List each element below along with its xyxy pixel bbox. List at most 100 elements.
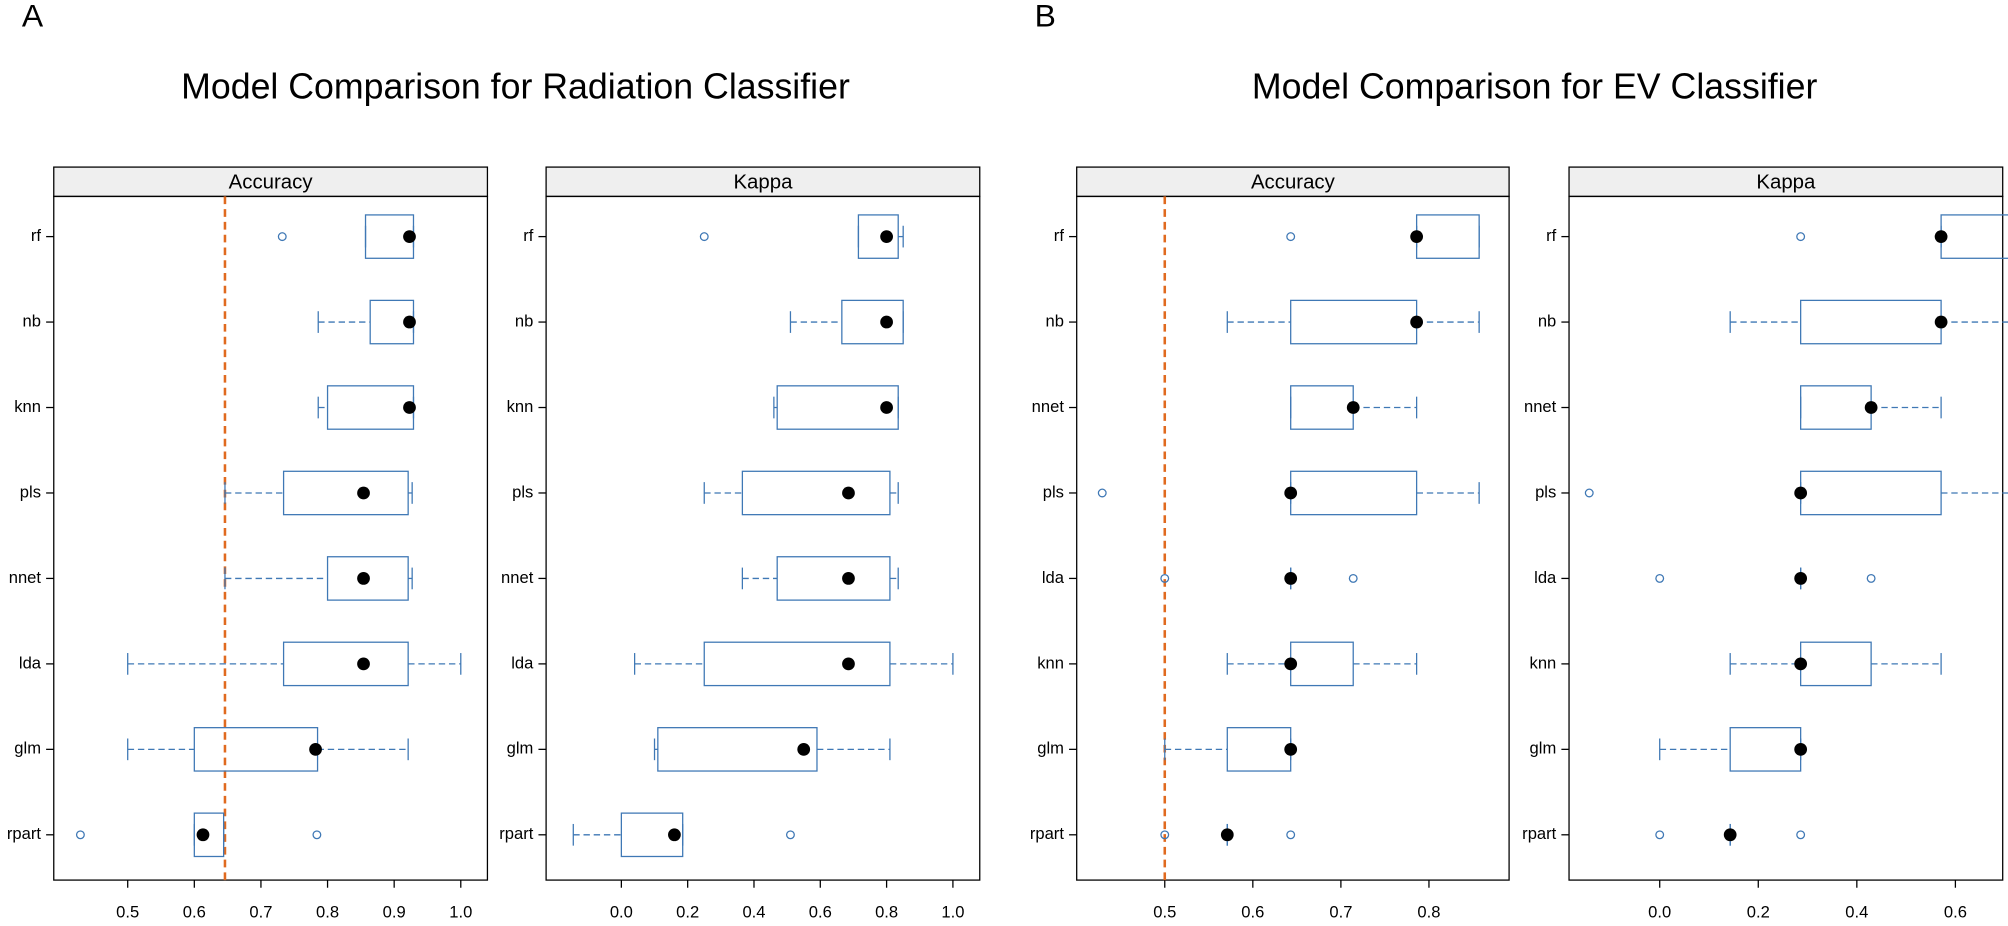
y-tick-label: pls <box>1043 482 1064 501</box>
box <box>776 556 891 601</box>
median <box>196 828 210 842</box>
median <box>1220 828 1234 842</box>
y-tick-label: glm <box>1530 739 1557 758</box>
y-tick-label: nnet <box>9 568 42 587</box>
median <box>1794 657 1808 671</box>
y-tick-label: nnet <box>501 568 534 587</box>
median <box>1723 828 1737 842</box>
y-tick-label: nnet <box>1524 397 1557 416</box>
y-tick-label: nnet <box>1032 397 1065 416</box>
median <box>309 742 322 756</box>
x-tick-label: 0.2 <box>676 903 699 922</box>
median <box>1410 230 1424 243</box>
box <box>776 385 899 430</box>
median <box>1794 742 1808 756</box>
strip <box>1568 166 2004 198</box>
x-tick-label: 0.4 <box>742 903 765 922</box>
median <box>797 742 811 756</box>
median <box>880 230 893 243</box>
y-tick-label: nb <box>1538 311 1556 330</box>
y-tick-label: rf <box>523 226 534 245</box>
outlier <box>1097 488 1107 498</box>
y-tick-label: nb <box>23 311 41 330</box>
box <box>703 641 891 687</box>
y-tick-label: lda <box>1042 568 1065 587</box>
outlier <box>699 232 709 242</box>
box <box>282 641 409 687</box>
y-tick-label: knn <box>507 397 534 416</box>
median <box>842 486 855 500</box>
x-tick-label: 0.0 <box>1648 903 1671 922</box>
x-tick-label: 0.6 <box>809 903 832 922</box>
x-tick-label: 0.6 <box>1944 903 1967 922</box>
x-tick-label: 0.5 <box>1153 903 1176 922</box>
median <box>357 657 370 671</box>
panel-label: B <box>1035 0 1056 33</box>
y-tick-label: rpart <box>1522 824 1556 843</box>
y-tick-label: pls <box>512 482 533 501</box>
strip-title: Kappa <box>733 171 793 193</box>
outlier <box>1796 830 1806 840</box>
median <box>842 657 855 671</box>
outlier <box>785 830 795 840</box>
strip <box>545 166 981 198</box>
strip <box>53 166 489 198</box>
median <box>1410 315 1424 329</box>
median <box>1864 401 1878 414</box>
median <box>1284 657 1298 671</box>
y-tick-label: rpart <box>7 824 41 843</box>
box <box>857 214 899 259</box>
strip-title: Kappa <box>1756 171 1816 193</box>
median <box>1934 315 1948 329</box>
background <box>4 0 2004 926</box>
y-tick-label: glm <box>14 739 41 758</box>
y-tick-label: knn <box>1037 653 1064 672</box>
y-tick-label: knn <box>14 397 41 416</box>
median <box>1284 572 1298 585</box>
y-tick-label: rf <box>1054 226 1065 245</box>
y-tick-label: rf <box>1546 226 1557 245</box>
outlier <box>75 830 85 840</box>
box <box>620 812 684 858</box>
x-tick-label: 0.6 <box>1241 903 1264 922</box>
outlier <box>312 830 322 840</box>
x-tick-label: 0.8 <box>1417 903 1440 922</box>
median <box>668 828 681 842</box>
box <box>326 556 409 601</box>
y-tick-label: rpart <box>499 824 533 843</box>
y-tick-label: lda <box>1534 568 1557 587</box>
x-tick-label: 0.9 <box>383 903 406 922</box>
strip-title: Accuracy <box>1251 171 1336 193</box>
outlier <box>1160 573 1170 583</box>
y-tick-label: nb <box>515 311 533 330</box>
y-tick-label: rpart <box>1030 824 1064 843</box>
y-tick-label: rf <box>31 226 42 245</box>
box <box>841 299 904 345</box>
y-tick-label: knn <box>1530 653 1557 672</box>
median <box>1934 230 1948 243</box>
outlier <box>1655 573 1665 583</box>
outlier <box>1348 573 1358 583</box>
y-tick-label: nb <box>1045 311 1063 330</box>
outlier <box>1796 232 1806 242</box>
y-tick-label: pls <box>1535 482 1556 501</box>
x-tick-label: 1.0 <box>941 903 964 922</box>
outlier <box>277 232 287 242</box>
plot-frame <box>545 195 981 881</box>
median <box>403 401 416 414</box>
x-tick-label: 0.4 <box>1845 903 1868 922</box>
median <box>403 315 416 329</box>
box <box>193 812 225 858</box>
median <box>1346 401 1360 414</box>
x-tick-label: 0.7 <box>249 903 272 922</box>
median <box>403 230 416 243</box>
panel-label: A <box>22 0 44 33</box>
median <box>1284 486 1298 500</box>
plot-frame <box>53 195 489 881</box>
x-tick-label: 0.8 <box>316 903 339 922</box>
x-tick-label: 1.0 <box>449 903 472 922</box>
y-tick-label: lda <box>511 653 534 672</box>
median <box>1794 486 1808 500</box>
x-tick-label: 0.8 <box>875 903 898 922</box>
median <box>880 315 893 329</box>
